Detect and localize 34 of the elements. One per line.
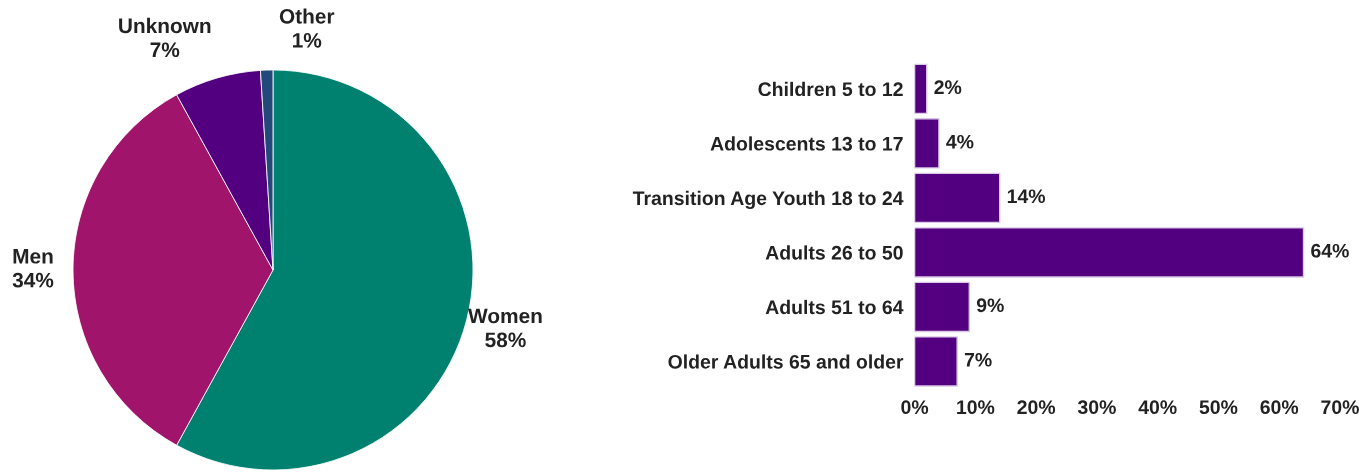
x-tick-label: 10% [957, 400, 995, 415]
bar [914, 227, 1305, 278]
data-label: 9% [976, 298, 1004, 313]
x-tick-label: 60% [1260, 400, 1299, 415]
y-tick-label: Adolescents 13 to 17 [710, 136, 903, 151]
y-tick-label: Transition Age Youth 18 to 24 [632, 190, 904, 210]
y-tick-label: Adults 51 to 64 [765, 299, 904, 315]
bar [914, 118, 940, 169]
data-label: 7% [150, 42, 180, 58]
y-tick-label: Children 5 to 12 [758, 81, 903, 97]
data-label: 2% [934, 80, 962, 95]
bar [914, 336, 958, 387]
data-label: 4% [946, 134, 974, 149]
data-label: 58% [485, 332, 526, 348]
y-tick-label: Adults 26 to 50 [765, 245, 903, 260]
x-tick-label: 20% [1017, 400, 1056, 415]
data-label: 1% [293, 32, 322, 48]
slice-label: Men [13, 249, 53, 264]
bar [914, 63, 928, 115]
data-label: 7% [964, 352, 992, 367]
y-tick-label: Older Adults 65 and older [668, 354, 904, 369]
bar [914, 172, 1001, 224]
x-tick-label: 70% [1321, 400, 1359, 415]
x-tick-label: 50% [1199, 400, 1238, 415]
data-label: 14% [1007, 189, 1046, 204]
x-tick-label: 40% [1138, 400, 1177, 415]
x-tick-label: 0% [901, 400, 929, 415]
slice-label: Women [468, 308, 542, 324]
slice-label: Unknown [119, 17, 211, 34]
x-tick-label: 30% [1077, 400, 1116, 415]
slice-label: Other [279, 8, 335, 24]
data-label: 64% [1311, 243, 1349, 258]
bar [914, 281, 970, 333]
data-label: 34% [12, 272, 54, 288]
